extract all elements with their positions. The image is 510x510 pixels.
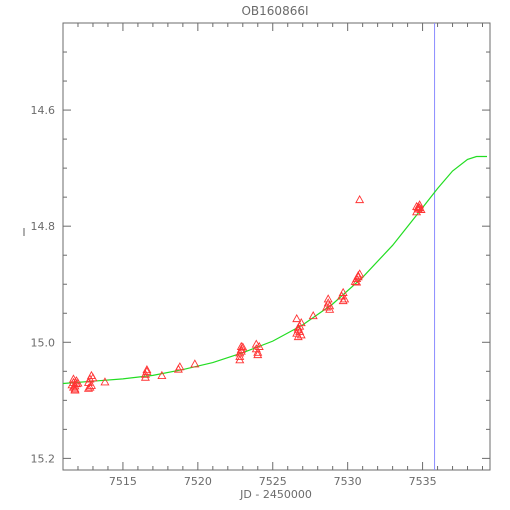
data-point-triangle <box>308 311 318 320</box>
data-point-triangle <box>175 362 185 371</box>
data-points-group <box>67 194 426 394</box>
data-point-triangle <box>338 287 348 296</box>
data-point-triangle <box>413 202 423 211</box>
data-point-triangle <box>236 341 246 350</box>
data-point-triangle <box>70 385 80 394</box>
data-point-triangle <box>253 349 263 359</box>
data-point-triangle <box>325 301 335 310</box>
x-tick-label: 7515 <box>109 475 137 488</box>
data-point-triangle <box>416 204 426 213</box>
data-point-triangle <box>296 330 306 339</box>
data-point-triangle <box>355 194 365 204</box>
data-point-triangle <box>415 203 425 212</box>
data-point-triangle <box>142 365 152 374</box>
x-tick-label: 7520 <box>184 475 212 488</box>
data-point-triangle <box>322 302 332 311</box>
x-axis-ticks <box>62 23 484 470</box>
data-point-triangle <box>323 294 333 303</box>
data-point-triangle <box>236 346 246 355</box>
data-point-triangle <box>142 366 152 375</box>
data-point-triangle <box>85 382 95 391</box>
data-point-triangle <box>73 378 83 387</box>
data-point-triangle <box>353 270 363 280</box>
y-axis-ticks <box>63 22 490 459</box>
x-axis-label: JD - 2450000 <box>239 488 312 501</box>
data-point-triangle <box>293 331 303 341</box>
x-tick-label: 7525 <box>259 475 287 488</box>
plot-frame <box>62 22 491 471</box>
data-point-triangle <box>412 201 422 211</box>
data-point-triangle <box>253 347 263 356</box>
data-point-triangle <box>340 294 350 303</box>
data-point-triangle <box>254 341 264 350</box>
x-axis-tick-labels: 7515 7520 7525 7530 7535 <box>109 475 437 488</box>
data-point-triangle <box>100 377 110 386</box>
y-axis-label: I <box>22 226 25 239</box>
y-tick-label: 14.8 <box>31 220 56 233</box>
data-point-triangle <box>157 370 167 379</box>
data-point-triangle <box>338 295 348 305</box>
data-point-triangle <box>71 378 81 388</box>
data-point-triangle <box>86 380 96 389</box>
y-tick-label: 14.6 <box>31 104 56 117</box>
data-point-triangle <box>292 313 302 323</box>
y-axis-tick-labels: 14.6 14.8 15.0 15.2 <box>31 104 56 465</box>
data-point-triangle <box>352 277 362 286</box>
data-point-triangle <box>293 324 303 334</box>
x-tick-label: 7530 <box>334 475 362 488</box>
data-point-triangle <box>235 355 245 364</box>
data-point-triangle <box>251 339 261 348</box>
data-point-triangle <box>68 374 79 383</box>
data-point-triangle <box>140 372 150 381</box>
data-point-triangle <box>355 269 365 278</box>
data-point-triangle <box>83 383 93 392</box>
x-tick-label: 7535 <box>409 475 437 488</box>
y-tick-label: 15.0 <box>31 336 56 349</box>
data-point-triangle <box>86 370 96 379</box>
data-point-triangle <box>235 351 245 360</box>
data-point-triangle <box>238 342 248 351</box>
data-point-triangle <box>70 384 80 393</box>
chart-title: OB160866I <box>241 4 308 18</box>
y-tick-label: 15.2 <box>31 452 56 465</box>
data-point-triangle <box>190 359 200 368</box>
